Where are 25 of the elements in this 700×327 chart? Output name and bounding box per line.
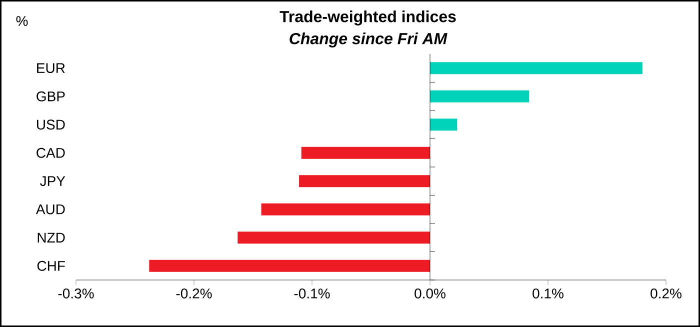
bar [149,260,430,272]
bar [430,62,642,74]
bar [238,232,430,244]
y-tick-label: NZD [38,232,65,242]
x-tick-label: -0.2% [176,288,212,298]
x-tick-label: 0.0% [414,288,446,298]
y-tick-label: GBP [36,91,65,102]
bar [430,118,458,131]
y-tick-label: USD [36,120,65,130]
x-tick-label: -0.1% [294,288,330,298]
bar [430,90,530,102]
bar [299,175,430,188]
x-tick-label: 0.2% [650,288,682,298]
y-tick-label: EUR [37,63,65,74]
y-tick-label: AUD [36,204,65,214]
x-tick-label: 0.1% [532,288,564,298]
x-tick-label: -0.3% [58,288,94,298]
chart-title: Trade-weighted indices [280,10,456,26]
y-tick-label: JPY [40,176,66,186]
y-axis-title: % [16,16,28,26]
y-tick-label: CHF [37,260,65,271]
chart-subtitle: Change since Fri AM [290,32,448,48]
bar [261,203,430,216]
bar [301,146,430,159]
y-tick-label: CAD [36,148,65,158]
